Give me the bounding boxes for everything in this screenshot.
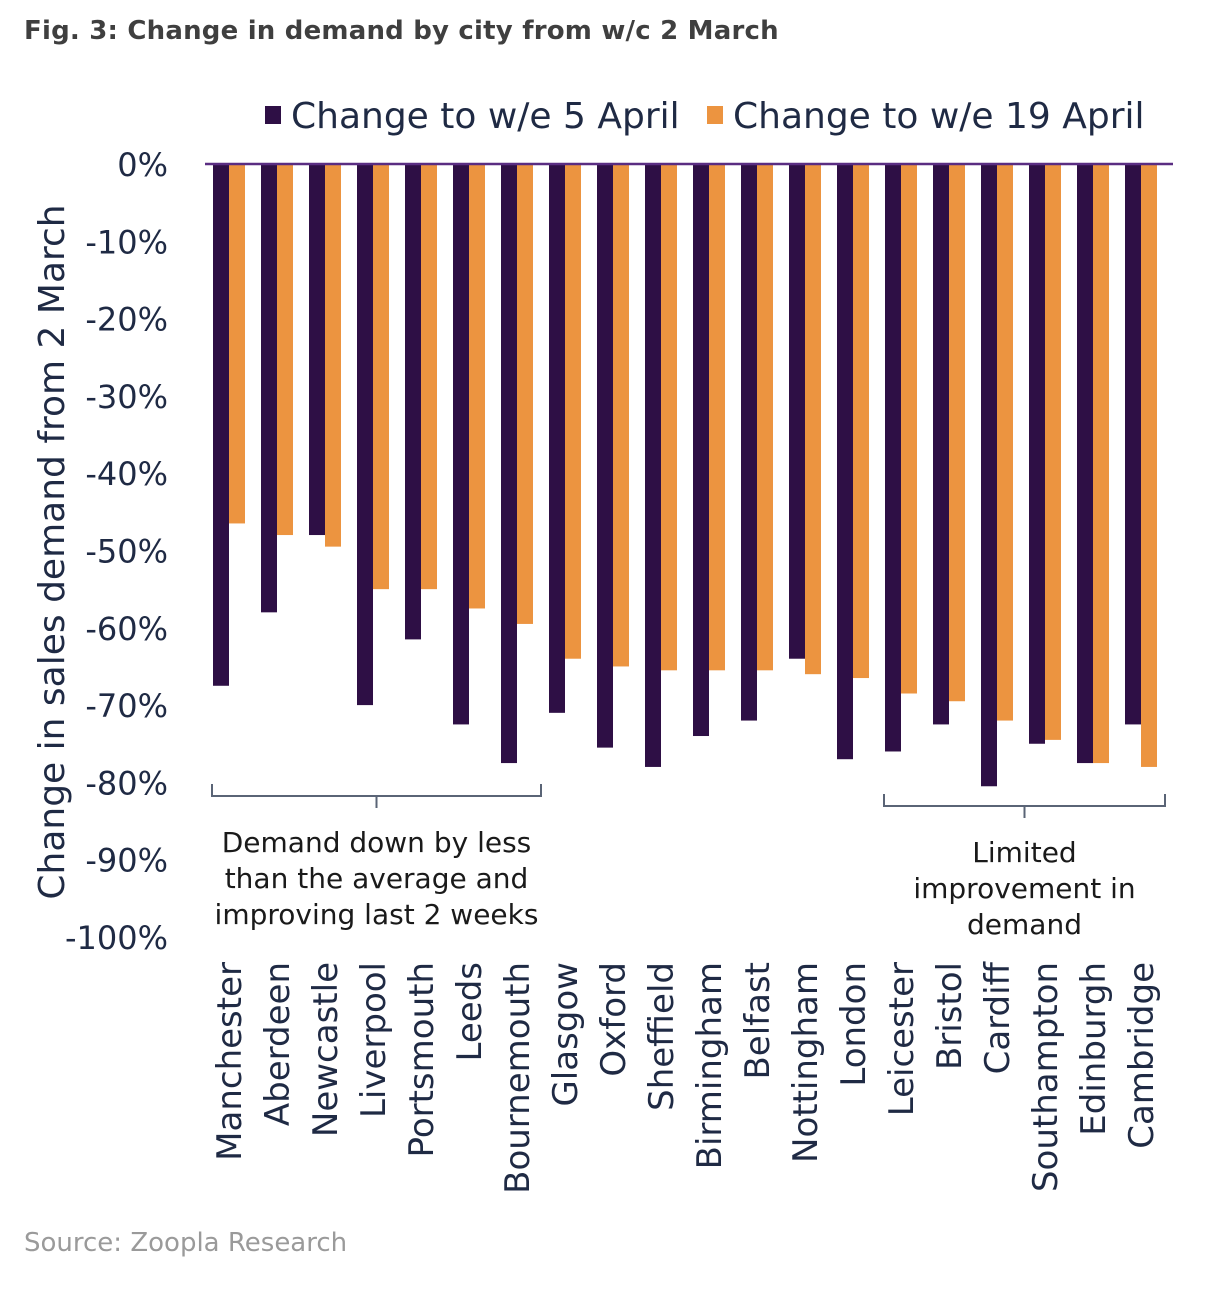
bar-w-e-5-april bbox=[981, 164, 997, 787]
annotation-text: Limited bbox=[972, 836, 1076, 869]
x-tick-label: Southampton bbox=[1026, 962, 1066, 1192]
bar-w-e-5-april bbox=[837, 164, 853, 760]
annotation-text: improving last 2 weeks bbox=[215, 898, 539, 931]
bar-w-e-19-april bbox=[325, 164, 341, 547]
bar-w-e-19-april bbox=[709, 164, 725, 671]
bar-group bbox=[213, 164, 1157, 787]
bar-w-e-5-april bbox=[1029, 164, 1045, 744]
bar-w-e-19-april bbox=[469, 164, 485, 609]
x-tick-label: London bbox=[834, 962, 874, 1087]
y-tick-label: -70% bbox=[85, 687, 168, 725]
y-tick-label: -10% bbox=[85, 223, 168, 261]
x-tick-label: Bournemouth bbox=[498, 962, 538, 1194]
figure-title: Fig. 3: Change in demand by city from w/… bbox=[24, 16, 779, 46]
x-tick-label: Bristol bbox=[930, 962, 970, 1070]
annotation-text: Demand down by less bbox=[222, 826, 532, 859]
legend-label: Change to w/e 19 April bbox=[733, 96, 1145, 137]
bar-w-e-5-april bbox=[405, 164, 421, 640]
x-tick-label: Sheffield bbox=[642, 962, 682, 1111]
annotation-text: improvement in bbox=[913, 872, 1135, 905]
bar-w-e-5-april bbox=[501, 164, 517, 764]
bar-w-e-19-april bbox=[565, 164, 581, 659]
bar-w-e-5-april bbox=[1077, 164, 1093, 764]
annotation-text: than the average and bbox=[225, 862, 529, 895]
bar-w-e-19-april bbox=[1093, 164, 1109, 764]
bar-w-e-19-april bbox=[853, 164, 869, 679]
y-tick-label: 0% bbox=[117, 146, 168, 184]
legend-swatch bbox=[707, 106, 723, 124]
y-tick-label: -90% bbox=[85, 842, 168, 880]
y-axis-ticks: 0% -10% -20% -30% -40% -50% -60% -70% -80% -90% -1… bbox=[65, 146, 168, 957]
source-note: Source: Zoopla Research bbox=[24, 1228, 348, 1258]
bar-w-e-19-april bbox=[997, 164, 1013, 721]
bar-w-e-19-april bbox=[805, 164, 821, 675]
x-tick-label: Edinburgh bbox=[1074, 962, 1114, 1136]
y-tick-label: -50% bbox=[85, 533, 168, 571]
x-tick-label: Aberdeen bbox=[258, 962, 298, 1126]
bar-w-e-19-april bbox=[277, 164, 293, 536]
x-tick-label: Leeds bbox=[450, 962, 490, 1061]
annotation-bracket bbox=[211, 784, 542, 808]
bar-w-e-19-april bbox=[757, 164, 773, 671]
bar-w-e-19-april bbox=[901, 164, 917, 694]
bar-chart: Change to w/e 5 April Change to w/e 19 Ap… bbox=[32, 96, 1173, 1194]
x-tick-label: Oxford bbox=[594, 962, 634, 1077]
x-tick-label: Belfast bbox=[738, 962, 778, 1080]
x-tick-label: Birmingham bbox=[690, 962, 730, 1169]
bar-w-e-5-april bbox=[885, 164, 901, 752]
bar-w-e-5-april bbox=[693, 164, 709, 737]
x-tick-label: Portsmouth bbox=[402, 962, 442, 1157]
x-tick-label: Manchester bbox=[210, 962, 250, 1161]
y-tick-label: -100% bbox=[65, 919, 168, 957]
bar-w-e-5-april bbox=[645, 164, 661, 767]
bar-w-e-19-april bbox=[613, 164, 629, 667]
annotation-text: demand bbox=[967, 908, 1082, 941]
legend-label: Change to w/e 5 April bbox=[291, 96, 680, 137]
y-axis-label: Change in sales demand from 2 March bbox=[32, 204, 73, 899]
bar-w-e-5-april bbox=[933, 164, 949, 725]
x-tick-label: Newcastle bbox=[306, 962, 346, 1137]
legend-swatch bbox=[265, 106, 281, 124]
bar-w-e-5-april bbox=[309, 164, 325, 536]
x-tick-label: Leicester bbox=[882, 962, 922, 1116]
bar-w-e-19-april bbox=[421, 164, 437, 590]
bar-w-e-19-april bbox=[517, 164, 533, 624]
bar-w-e-5-april bbox=[261, 164, 277, 613]
bar-w-e-5-april bbox=[549, 164, 565, 713]
bar-w-e-5-april bbox=[213, 164, 229, 686]
y-tick-label: -60% bbox=[85, 610, 168, 648]
bar-w-e-19-april bbox=[229, 164, 245, 524]
bar-w-e-19-april bbox=[1045, 164, 1061, 740]
chart-legend: Change to w/e 5 April Change to w/e 19 Ap… bbox=[265, 96, 1145, 137]
bar-w-e-5-april bbox=[789, 164, 805, 659]
bar-w-e-19-april bbox=[373, 164, 389, 590]
x-tick-label: Liverpool bbox=[354, 962, 394, 1118]
y-tick-label: -80% bbox=[85, 764, 168, 802]
y-tick-label: -40% bbox=[85, 455, 168, 493]
y-tick-label: -30% bbox=[85, 378, 168, 416]
y-tick-label: -20% bbox=[85, 301, 168, 339]
bar-w-e-5-april bbox=[741, 164, 757, 721]
x-tick-label: Nottingham bbox=[786, 962, 826, 1163]
bar-w-e-5-april bbox=[357, 164, 373, 706]
x-axis-labels: Manchester Aberdeen Newcastle Liverpool Port… bbox=[210, 960, 1162, 1193]
x-tick-label: Glasgow bbox=[546, 962, 586, 1107]
bar-w-e-5-april bbox=[453, 164, 469, 725]
annotation-bracket bbox=[883, 794, 1166, 818]
x-tick-label: Cambridge bbox=[1122, 962, 1162, 1149]
bar-w-e-19-april bbox=[1141, 164, 1157, 767]
x-tick-label: Cardiff bbox=[978, 960, 1018, 1074]
bar-w-e-19-april bbox=[661, 164, 677, 671]
bar-w-e-19-april bbox=[949, 164, 965, 702]
bar-w-e-5-april bbox=[1125, 164, 1141, 725]
bar-w-e-5-april bbox=[597, 164, 613, 748]
